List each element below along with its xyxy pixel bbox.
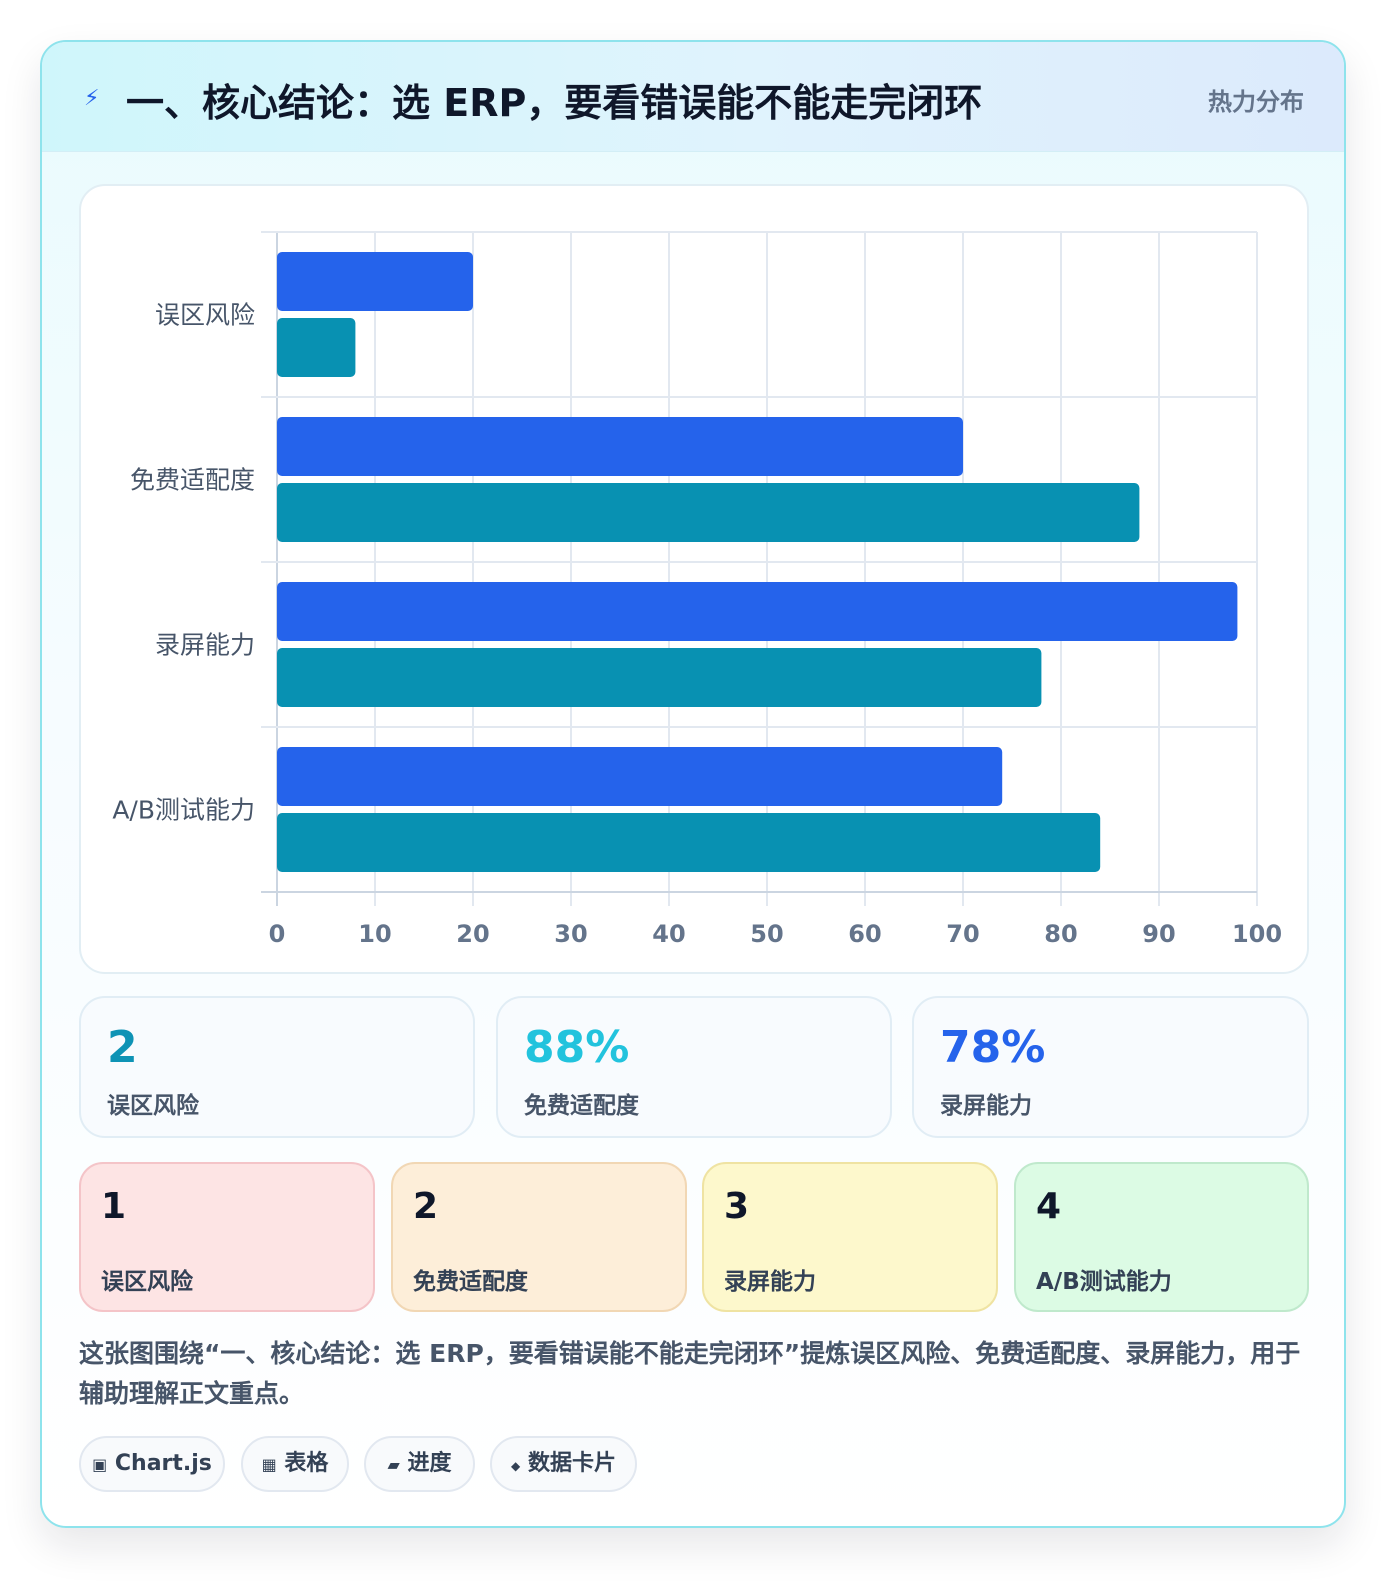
chip-label: 数据卡片 — [527, 1451, 616, 1476]
chart-description: 这张图围绕“一、核心结论：选 ERP，要看错误能不能走完闭环”提炼误区风险、免费… — [79, 1339, 1301, 1408]
chip-label: Chart.js — [114, 1451, 212, 1476]
step-card-2: 2 免费适配度 — [391, 1162, 687, 1312]
stat-value: 2 — [107, 1022, 138, 1073]
category-label: 免费适配度 — [130, 466, 255, 495]
category-label: A/B测试能力 — [112, 796, 255, 825]
bar — [277, 483, 1140, 542]
bar — [277, 252, 473, 311]
step-card-4: 4 A/B测试能力 — [1014, 1162, 1309, 1312]
bar — [277, 417, 963, 476]
x-tick-label: 60 — [848, 920, 881, 948]
step-card-3: 3 录屏能力 — [702, 1162, 998, 1312]
stat-value: 78% — [940, 1022, 1046, 1073]
heatmap-tag: 热力分布 — [1208, 88, 1304, 116]
bolt-icon: ⚡ — [84, 86, 100, 111]
table-icon: ▦ — [261, 1455, 277, 1474]
category-label: 误区风险 — [155, 301, 255, 330]
stat-card-1: 2 误区风险 — [79, 996, 475, 1138]
chip-data-cards[interactable]: ◆ 数据卡片 — [490, 1436, 637, 1492]
step-label: 录屏能力 — [724, 1269, 816, 1295]
x-tick-label: 100 — [1232, 920, 1282, 948]
stat-value: 88% — [524, 1022, 630, 1073]
step-number: 1 — [101, 1186, 127, 1227]
chip-table[interactable]: ▦ 表格 — [241, 1436, 349, 1492]
x-tick-label: 70 — [946, 920, 979, 948]
x-tick-label: 80 — [1044, 920, 1077, 948]
stat-label: 录屏能力 — [940, 1093, 1032, 1119]
x-tick-label: 30 — [554, 920, 587, 948]
stat-label: 免费适配度 — [524, 1093, 639, 1119]
bar — [277, 747, 1003, 806]
chip-label: 表格 — [284, 1451, 329, 1476]
stat-card-2: 88% 免费适配度 — [496, 996, 892, 1138]
step-label: A/B测试能力 — [1036, 1269, 1172, 1295]
card-header: ⚡ 一、核心结论：选 ERP，要看错误能不能走完闭环 热力分布 — [42, 42, 1344, 152]
bar — [277, 813, 1101, 872]
bar — [277, 318, 356, 377]
bar-chart-panel: 0 10 20 30 40 50 60 70 80 90 100 误区风险免费适配度录屏能力 A/B测试… — [79, 184, 1309, 974]
step-number: 2 — [413, 1186, 439, 1227]
x-tick-label: 50 — [750, 920, 783, 948]
stat-card-3: 78% 录屏能力 — [912, 996, 1309, 1138]
chart-card: ⚡ 一、核心结论：选 ERP，要看错误能不能走完闭环 热力分布 0 10 20 30 4… — [40, 40, 1346, 1528]
bar — [277, 582, 1238, 641]
step-label: 免费适配度 — [413, 1269, 528, 1295]
step-label: 误区风险 — [101, 1269, 193, 1295]
diamond-icon: ◆ — [511, 1459, 521, 1473]
chip-chartjs[interactable]: ▣ Chart.js — [79, 1436, 225, 1492]
category-label: 录屏能力 — [155, 631, 255, 660]
step-number: 3 — [724, 1186, 750, 1227]
step-card-1: 1 误区风险 — [79, 1162, 375, 1312]
chip-label: 进度 — [407, 1451, 452, 1476]
x-tick-label: 0 — [269, 920, 286, 948]
card-title: 一、核心结论：选 ERP，要看错误能不能走完闭环 — [126, 81, 983, 125]
x-tick-label: 20 — [456, 920, 489, 948]
chip-progress[interactable]: ▰ 进度 — [364, 1436, 475, 1492]
step-number: 4 — [1036, 1186, 1062, 1227]
bar — [277, 648, 1042, 707]
square-icon: ▣ — [92, 1455, 108, 1474]
progress-icon: ▰ — [387, 1455, 400, 1474]
stat-label: 误区风险 — [107, 1093, 199, 1119]
x-tick-label: 40 — [652, 920, 685, 948]
x-tick-label: 90 — [1142, 920, 1175, 948]
x-tick-label: 10 — [358, 920, 391, 948]
